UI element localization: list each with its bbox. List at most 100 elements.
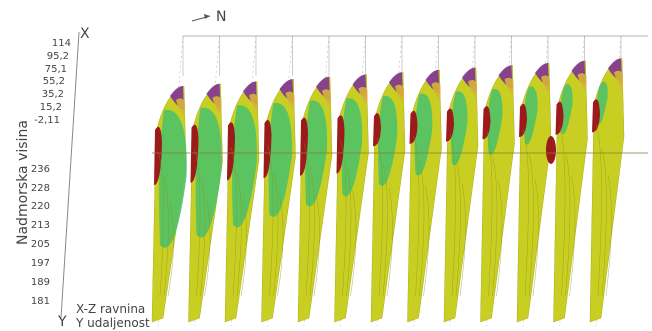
red-zone <box>336 115 345 174</box>
red-zone <box>409 110 418 144</box>
contour-line <box>200 174 206 297</box>
green-zone <box>560 84 573 135</box>
depth-slice <box>553 60 588 323</box>
contour-line <box>419 160 425 297</box>
contour-line <box>595 124 602 297</box>
contour-line <box>240 197 247 297</box>
contour-line <box>528 153 534 297</box>
depth-slice <box>516 62 552 323</box>
caption-plane: X-Z ravnina <box>76 302 145 316</box>
green-zone <box>195 107 222 238</box>
x-tick: 95,2 <box>47 51 69 62</box>
contour-line <box>601 149 607 297</box>
depth-slice <box>151 85 187 323</box>
contour-line <box>303 142 310 297</box>
green-zone <box>414 93 433 176</box>
contour-line <box>382 163 388 297</box>
gold-zone <box>504 77 514 96</box>
contour-line <box>423 185 430 297</box>
x-tick-labels: 114 95,2 75,1 55,2 35,2 15,2 -2,11 <box>34 38 71 126</box>
depth-slice <box>224 81 260 323</box>
contour-line <box>157 151 164 297</box>
contour-line <box>386 188 393 297</box>
x-tick: 75,1 <box>45 64 67 75</box>
depth-slice <box>297 76 333 323</box>
contour-line <box>559 126 566 297</box>
contour-line <box>455 158 461 297</box>
north-indicator: N <box>191 9 226 25</box>
z-tick: 220 <box>31 201 50 212</box>
contour-line <box>346 165 352 297</box>
contour-line <box>163 176 169 297</box>
gold-zone <box>614 70 623 89</box>
gold-zone <box>577 73 587 91</box>
green-zone <box>487 88 503 155</box>
red-zone <box>263 119 272 179</box>
x-axis-label: X <box>80 26 90 42</box>
z-tick: 228 <box>31 183 50 194</box>
z-tick: 189 <box>31 277 50 288</box>
contour-line <box>273 170 279 297</box>
contour-line <box>313 192 320 297</box>
depth-slice <box>370 71 406 323</box>
contour-line <box>277 195 284 297</box>
contour-line <box>459 183 466 297</box>
gold-zone <box>468 80 477 98</box>
vertical-axis-label: Nadmorska visina <box>15 120 31 245</box>
gold-zone <box>541 75 550 93</box>
green-zone <box>341 98 363 197</box>
z-tick-labels: 236 228 220 213 205 197 189 181 <box>31 164 50 307</box>
x-tick: 35,2 <box>42 89 64 100</box>
x-tick: -2,11 <box>34 115 60 126</box>
red-zone <box>546 136 556 164</box>
green-zone <box>268 102 292 217</box>
red-zone <box>154 126 162 185</box>
contour-line <box>492 156 498 297</box>
depth-slice <box>407 69 442 323</box>
green-zone <box>232 105 257 228</box>
gold-zone <box>285 91 295 110</box>
contour-line <box>496 181 503 297</box>
contour-line <box>522 128 529 297</box>
contour-line <box>569 176 576 297</box>
contour-line <box>565 151 571 297</box>
contour-line <box>167 201 174 297</box>
red-zone <box>482 106 491 140</box>
y-axis-label: Y <box>57 314 67 330</box>
north-arrow-icon <box>204 14 210 19</box>
x-tick: 55,2 <box>43 76 65 87</box>
gold-zone <box>431 82 441 100</box>
contour-line <box>605 174 612 297</box>
red-zone <box>300 117 308 176</box>
contour-line <box>376 138 383 297</box>
depth-slice <box>443 67 479 323</box>
red-zone <box>227 122 235 181</box>
gold-zone <box>249 93 258 112</box>
green-zone <box>159 109 187 248</box>
contour-line <box>413 135 420 297</box>
x-tick: 15,2 <box>40 102 62 113</box>
contour-line <box>486 131 493 297</box>
red-zone <box>446 108 454 142</box>
caption-distance: Y udaljenost <box>75 316 150 330</box>
green-zone <box>524 86 538 145</box>
z-tick: 205 <box>31 239 50 250</box>
red-zone <box>373 113 381 147</box>
gold-zone <box>358 86 368 105</box>
gold-zone <box>395 84 404 103</box>
red-zone <box>519 103 527 137</box>
depth-slice <box>480 64 515 323</box>
contour-line <box>309 167 315 297</box>
contour-line <box>236 172 242 297</box>
contour-line <box>204 199 211 297</box>
depth-slice <box>261 78 296 323</box>
z-tick: 213 <box>31 220 50 231</box>
depth-slice <box>334 74 369 323</box>
slice-stack <box>151 35 648 327</box>
red-zone <box>592 99 600 133</box>
gold-zone <box>212 96 222 114</box>
x-tick: 114 <box>52 38 71 49</box>
green-zone <box>305 100 328 207</box>
depth-slice <box>188 83 223 323</box>
